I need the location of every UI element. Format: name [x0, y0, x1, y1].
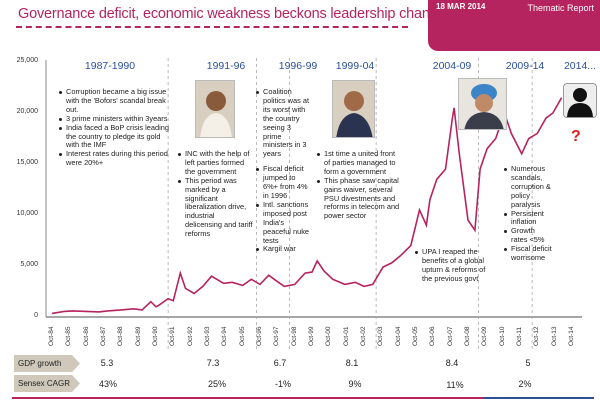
- note: Fiscal deficit jumped to 6%+ from 4% in …: [255, 164, 311, 201]
- y-tick-label: 25,000: [16, 57, 38, 64]
- note: This period was marked by a significant …: [177, 176, 253, 239]
- x-tick-label: Oct-90: [152, 326, 159, 346]
- x-tick-label: Oct-00: [325, 326, 333, 346]
- x-tick-label: Oct-03: [377, 326, 385, 346]
- note: Fiscal deficit worrisome: [503, 244, 553, 263]
- x-tick-label: Oct-97: [273, 326, 281, 346]
- period-header-1987-90: 1987-1990: [84, 60, 136, 72]
- x-tick-label: Oct-99: [308, 326, 315, 346]
- note: 1st time a united front of parties manag…: [316, 149, 400, 177]
- note: Interest rates during this period were 2…: [58, 149, 173, 168]
- row-label-gdp-growth: GDP growth: [14, 355, 80, 372]
- x-tick-label: Oct-92: [186, 326, 194, 346]
- x-tick-label: Oct-84: [48, 326, 55, 346]
- y-tick-label: 20,000: [16, 108, 38, 115]
- gdp-value: 5: [525, 358, 531, 368]
- footer-rule-pink: [12, 397, 484, 399]
- x-tick-label: Oct-14: [568, 326, 575, 346]
- cagr-value: 11%: [446, 380, 464, 390]
- x-tick-label: Oct-85: [65, 326, 73, 346]
- x-tick-label: Oct-04: [394, 326, 402, 346]
- footer-rule-blue: [484, 397, 594, 399]
- notes-1996-99: Coalition politics was at its worst with…: [255, 87, 311, 254]
- x-tick-label: Oct-94: [221, 326, 229, 346]
- question-mark: ?: [571, 128, 581, 145]
- x-tick-label: Oct-86: [82, 326, 90, 346]
- x-tick-label: Oct-01: [342, 326, 350, 346]
- note: India faced a BoP crisis leading the cou…: [58, 123, 173, 151]
- y-tick-label: 15,000: [16, 159, 38, 166]
- period-header-2014: 2014...: [563, 60, 597, 72]
- x-tick-label: Oct-06: [429, 326, 437, 346]
- gdp-value: 6.7: [273, 358, 287, 368]
- x-tick-label: Oct-95: [238, 326, 246, 346]
- cagr-value: 2%: [518, 379, 532, 389]
- note: This phase saw capital gains waiver, sev…: [316, 176, 400, 222]
- notes-1991-96: INC with the help of left parties formed…: [177, 149, 253, 239]
- cagr-value: 25%: [207, 379, 227, 389]
- x-tick-label: Oct-05: [412, 326, 419, 346]
- x-tick-label: Oct-10: [498, 326, 506, 346]
- cagr-value: -1%: [274, 379, 292, 389]
- period-header-1996-99: 1996-99: [278, 60, 318, 72]
- gdp-value: 7.3: [206, 358, 220, 368]
- unknown-pm-silhouette-icon: [563, 83, 597, 118]
- gdp-value: 8.1: [345, 358, 359, 368]
- period-header-1991-96: 1991-96: [206, 60, 246, 72]
- gdp-value: 5.3: [100, 358, 114, 368]
- x-tick-label: Oct-07: [446, 326, 454, 346]
- x-tick-label: Oct-98: [290, 326, 298, 346]
- x-tick-label: Oct-96: [256, 326, 263, 346]
- note: 3 prime ministers within 3years: [58, 114, 173, 124]
- row-label-sensex-cagr: Sensex CAGR: [14, 375, 80, 392]
- x-tick-label: Oct-93: [204, 326, 211, 346]
- note: Numerous scandals, corruption & policy p…: [503, 164, 553, 210]
- report-header-box: 18 MAR 2014 Thematic Report: [428, 0, 600, 51]
- note: UPA I reaped the benefits of a global up…: [414, 247, 486, 284]
- pm-photo-2004: [458, 78, 507, 130]
- notes-2004-09: UPA I reaped the benefits of a global up…: [414, 247, 486, 284]
- note: INC with the help of left parties formed…: [177, 149, 253, 177]
- y-tick-label: 0: [34, 312, 38, 319]
- cagr-value: 9%: [348, 379, 362, 389]
- title-divider: [16, 26, 408, 28]
- sensex-line: [51, 97, 563, 315]
- cagr-value: 43%: [98, 379, 118, 389]
- notes-1987-90: Corruption became a big issue with the '…: [58, 87, 173, 168]
- note: Corruption became a big issue with the '…: [58, 87, 173, 115]
- x-tick-label: Oct-08: [464, 326, 471, 346]
- page-title: Governance deficit, economic weakness be…: [18, 6, 446, 22]
- pm-photo-1999: [332, 80, 375, 138]
- note: Intl. sanctions imposed post India's pea…: [255, 200, 311, 246]
- x-tick-label: Oct-89: [134, 326, 142, 346]
- x-tick-label: Oct-13: [550, 326, 558, 346]
- x-tick-label: Oct-91: [169, 326, 177, 346]
- note: Persistent inflation: [503, 209, 553, 228]
- gdp-value: 8.4: [445, 358, 459, 368]
- notes-2009-14: Numerous scandals, corruption & policy p…: [503, 164, 553, 263]
- y-tick-label: 5,000: [20, 261, 38, 268]
- note: Growth rates <5%: [503, 226, 553, 245]
- period-header-2004-09: 2004-09: [432, 60, 472, 72]
- x-tick-label: Oct-88: [117, 326, 125, 346]
- x-tick-label: Oct-12: [533, 326, 541, 346]
- y-tick-label: 10,000: [16, 210, 38, 217]
- report-date: 18 MAR 2014: [436, 2, 486, 11]
- pm-photo-1991: [195, 80, 235, 138]
- note: Kargil war: [255, 245, 311, 254]
- x-tick-label: Oct-87: [100, 326, 107, 346]
- period-header-2009-14: 2009-14: [505, 60, 545, 72]
- notes-1999-04: 1st time a united front of parties manag…: [316, 149, 400, 222]
- period-header-1999-04: 1999-04: [335, 60, 375, 72]
- note: Coalition politics was at its worst with…: [255, 87, 311, 159]
- report-type: Thematic Report: [527, 3, 594, 13]
- x-tick-label: Oct-11: [516, 326, 523, 346]
- x-tick-label: Oct-02: [360, 326, 367, 346]
- x-tick-label: Oct-09: [481, 326, 489, 346]
